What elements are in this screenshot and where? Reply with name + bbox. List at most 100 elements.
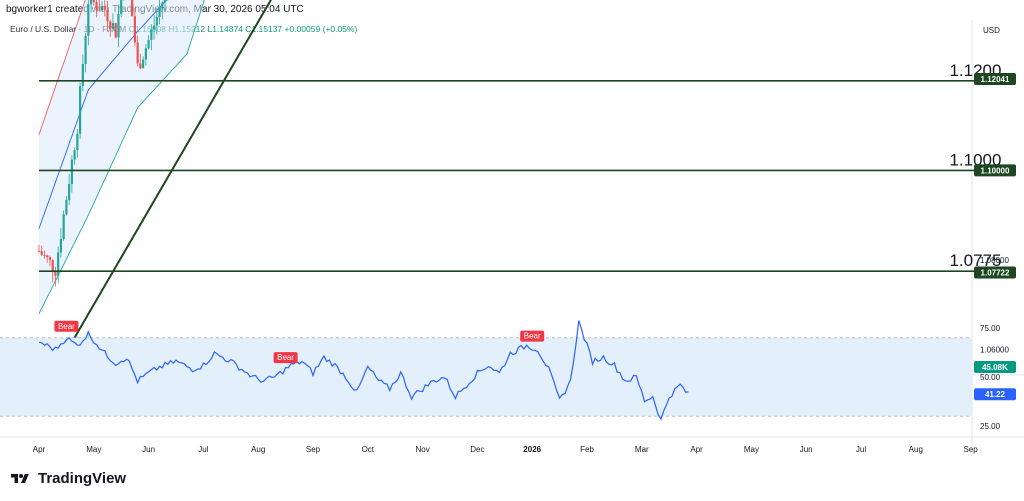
time-tick: Jun — [800, 445, 813, 454]
candle-body — [144, 48, 147, 60]
price-tag — [974, 72, 1016, 85]
time-tick: Aug — [909, 445, 923, 454]
volume-tag — [974, 361, 1016, 373]
bear-label-text: Bear — [58, 322, 75, 331]
candle-body — [103, 6, 106, 10]
rsi-tick: 25.00 — [980, 422, 1001, 431]
candle-body — [114, 23, 117, 38]
trendline — [38, 0, 273, 400]
price-tag-label: 1.10000 — [981, 166, 1010, 175]
candle-body — [95, 2, 98, 10]
candle-body — [65, 199, 68, 215]
rsi-tick: 75.00 — [980, 324, 1001, 333]
time-tick: Aug — [251, 445, 265, 454]
time-tick: Nov — [415, 445, 429, 454]
candle-body — [70, 159, 73, 185]
candle-body — [84, 35, 87, 64]
trendlines — [38, 0, 273, 400]
time-tick: Sep — [306, 445, 321, 454]
candle-body — [111, 23, 115, 29]
bollinger-basis-line — [38, 0, 168, 229]
candle-body — [131, 0, 134, 17]
candle-body — [92, 0, 95, 3]
time-tick: Sep — [963, 445, 978, 454]
tradingview-footer: TradingView — [8, 470, 126, 487]
candle-body — [62, 214, 65, 240]
tradingview-logo-icon — [11, 473, 29, 483]
bear-label-text: Bear — [524, 332, 541, 341]
bollinger-lower-line — [38, 0, 205, 314]
candle-body — [54, 271, 57, 276]
candles — [37, 0, 169, 287]
candle-body — [147, 39, 150, 49]
candle-body — [43, 255, 46, 256]
time-tick: Jun — [142, 445, 155, 454]
candle-body — [109, 21, 112, 29]
candle-body — [158, 8, 161, 18]
price-tag-label: 1.12041 — [981, 75, 1010, 84]
time-axis: Apr May Jun Jul Aug Sep Oct Nov Dec 2026 Feb Mar Apr… — [33, 445, 978, 454]
bollinger-fill — [39, 0, 205, 314]
bear-label-text: Bear — [277, 353, 294, 362]
bollinger-bands — [38, 0, 205, 314]
time-tick: Jul — [198, 445, 208, 454]
candle-body — [89, 0, 93, 5]
time-tick: May — [86, 445, 101, 454]
symbol-legend: Euro / U.S. Dollar · 1D · FXCM O1.15008 … — [10, 24, 357, 34]
rsi-tick: 50.00 — [980, 373, 1001, 382]
candle-body — [73, 150, 76, 160]
candle-body — [98, 9, 101, 11]
candle-body — [161, 2, 164, 9]
time-tick: Feb — [580, 445, 594, 454]
time-tick: Apr — [690, 445, 703, 454]
candle-body — [40, 251, 43, 256]
candle-body — [139, 63, 142, 69]
candle-body — [100, 6, 104, 11]
candle-body — [120, 0, 123, 15]
bear-label — [273, 352, 298, 364]
rsi-pane: Bear Bear Bear — [0, 320, 972, 421]
candle-body — [163, 0, 167, 3]
tradingview-brand: TradingView — [38, 470, 127, 487]
price-tick: 1.06000 — [980, 346, 1009, 355]
candle-body — [152, 25, 156, 30]
candle-body — [48, 257, 52, 260]
rsi-value-label: 41.22 — [985, 390, 1006, 399]
symbol-name: Euro / U.S. Dollar · 1D · FXCM — [10, 24, 127, 34]
level-label: 1.0775 — [949, 251, 1001, 270]
price-tag-label: 1.07722 — [981, 268, 1010, 277]
candle-body — [142, 59, 145, 69]
candle-body — [106, 9, 109, 22]
volume-tag-label: 45.08K — [982, 363, 1008, 372]
support-resistance-levels: 1.20801.19001.17001.16001.14001.12001.10… — [39, 61, 1004, 273]
price-tick: 1.08000 — [980, 256, 1009, 265]
rsi-band — [0, 337, 972, 417]
time-tick: May — [744, 445, 759, 454]
price-tag — [974, 164, 1016, 177]
candle-body — [59, 239, 63, 253]
time-tick: Dec — [470, 445, 484, 454]
candle-body — [76, 133, 79, 151]
candle-body — [79, 86, 82, 134]
candle-body — [46, 255, 49, 258]
time-tick: Apr — [33, 445, 46, 454]
price-tag — [974, 266, 1016, 279]
price-axis: USD1.060001.080001.100001.120001.140001.… — [974, 26, 1016, 431]
axis-currency: USD — [983, 26, 1000, 35]
rsi-value-tag — [974, 388, 1016, 401]
ohlc-values: O1.15008 H1.15212 L1.14874 C1.15137 +0.0… — [128, 24, 358, 34]
candle-body — [57, 252, 60, 276]
candle-body — [117, 14, 120, 38]
bear-label — [54, 320, 79, 332]
time-tick: Mar — [635, 445, 649, 454]
bear-label — [520, 330, 545, 342]
candle-body — [133, 16, 136, 43]
candle-body — [136, 42, 139, 64]
rsi-line — [38, 320, 689, 421]
candle-body — [87, 4, 90, 36]
candle-body — [68, 184, 71, 200]
candle-body — [37, 251, 41, 252]
candle-body — [81, 63, 84, 87]
time-tick: Jul — [856, 445, 866, 454]
